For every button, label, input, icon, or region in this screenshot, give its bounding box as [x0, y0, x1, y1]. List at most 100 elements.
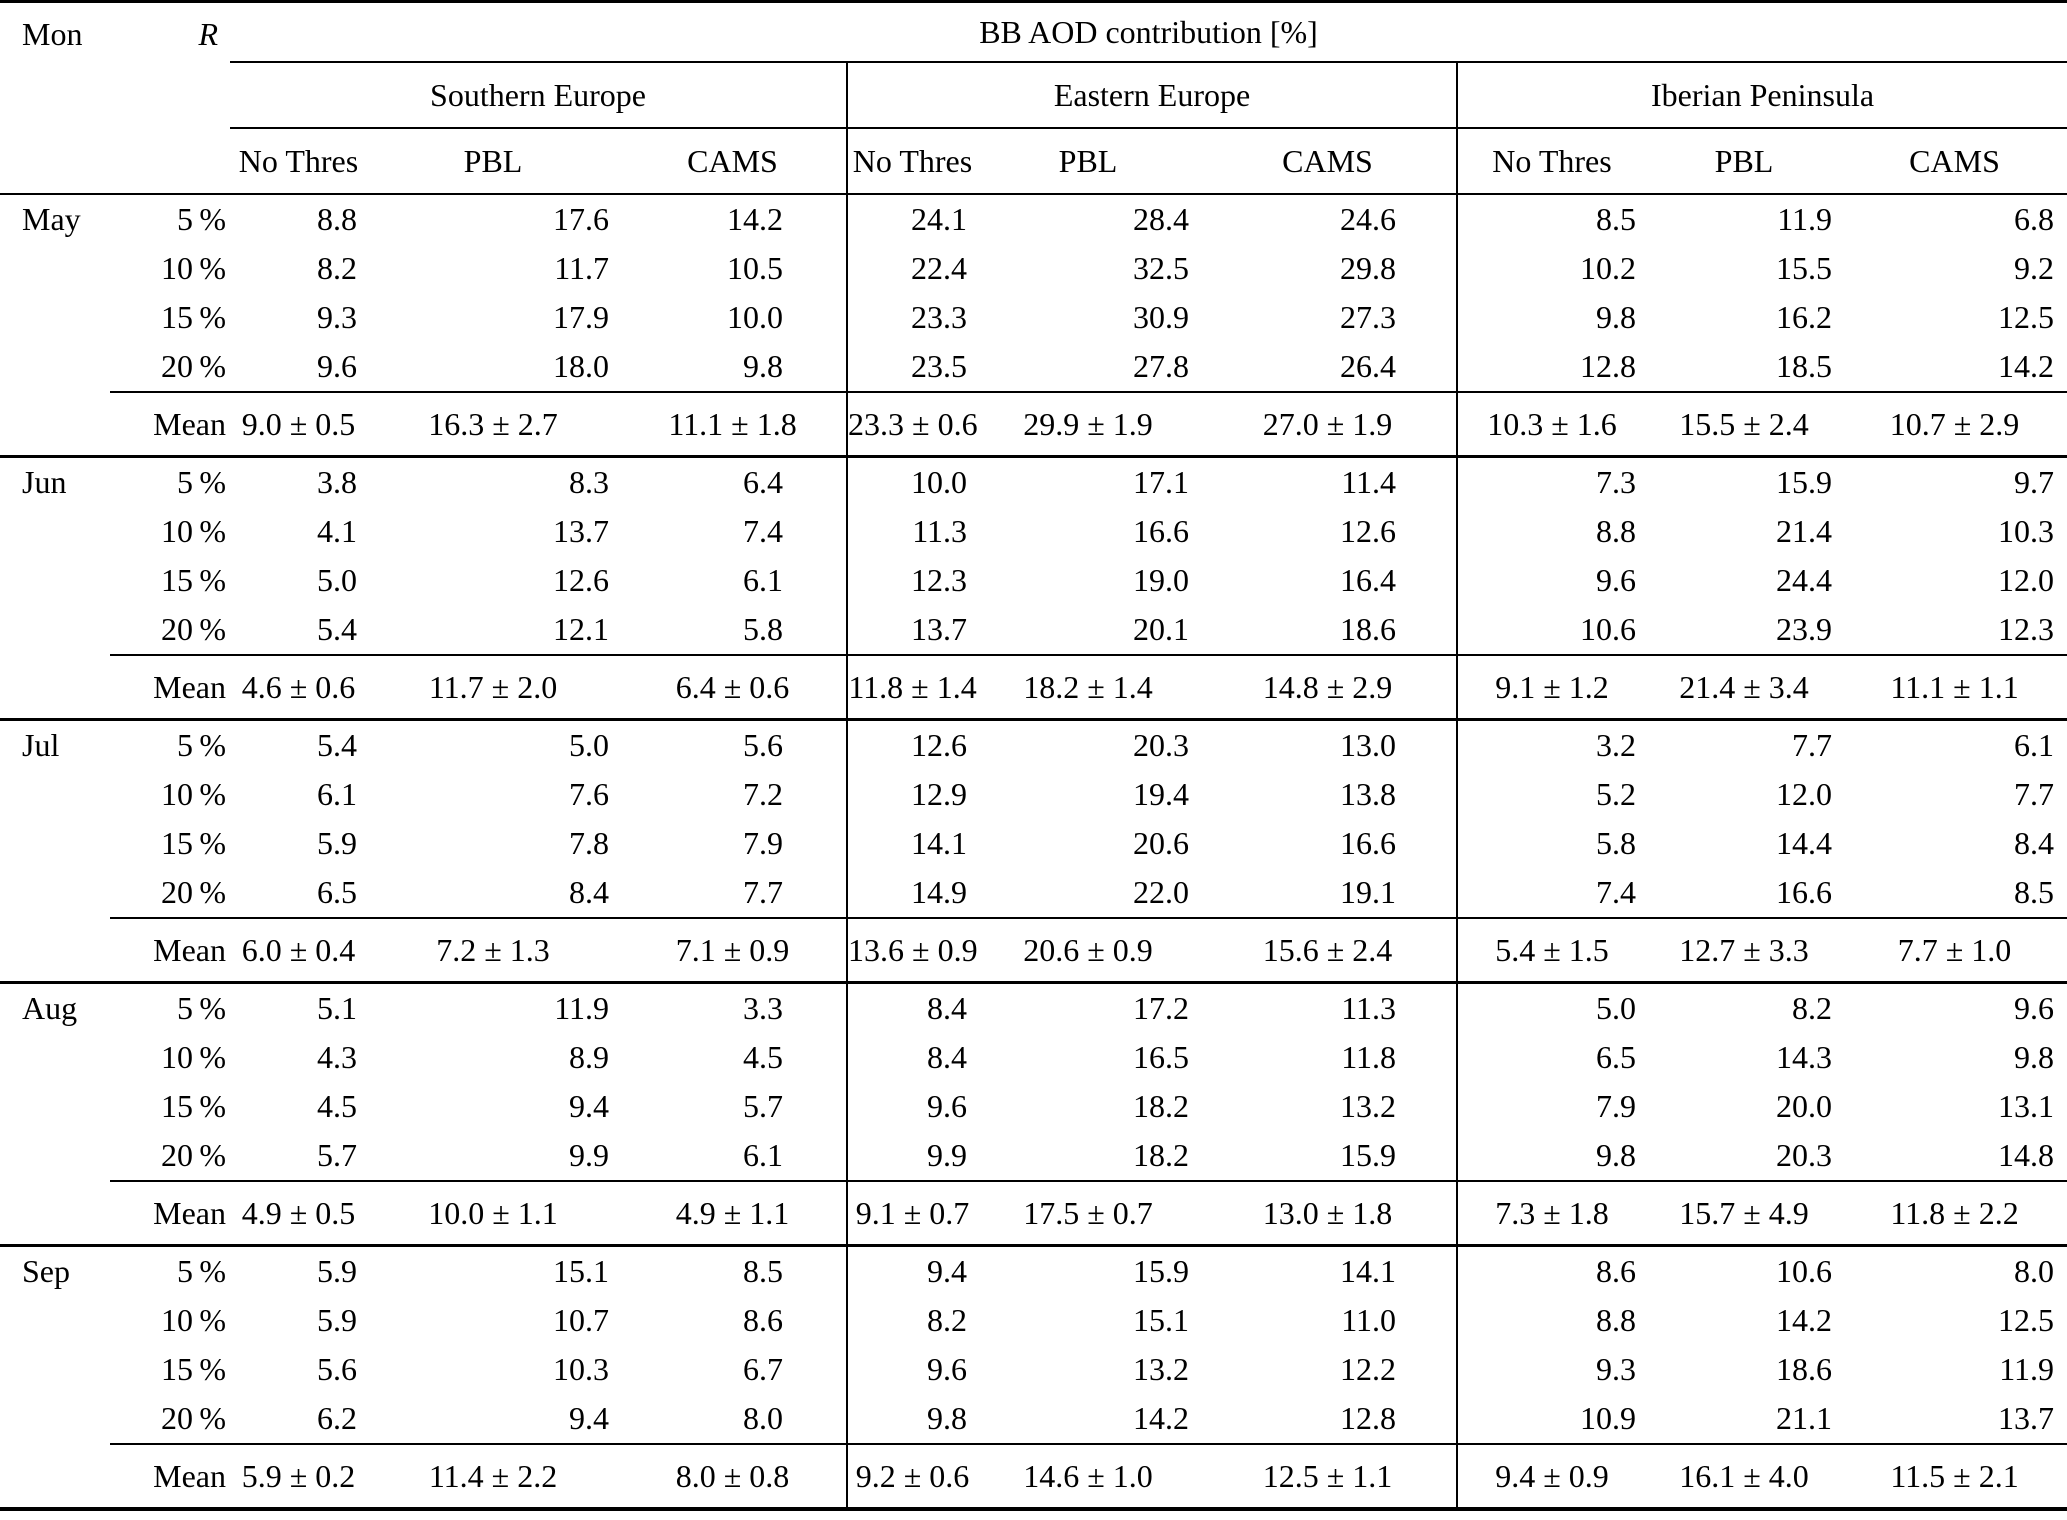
- mean-value-cell: 27.0 ± 1.9: [1199, 391, 1457, 458]
- value-cell: 23.5: [846, 342, 977, 392]
- month-cell: [0, 556, 110, 605]
- value-cell: 10.9: [1456, 1394, 1646, 1444]
- mean-value-cell: 16.3 ± 2.7: [367, 391, 619, 458]
- value-cell: 14.3: [1776, 1039, 1832, 1075]
- value-cell: 20.0: [1776, 1088, 1832, 1124]
- value-cell: 8.4: [846, 1033, 977, 1082]
- value-cell: 24.4: [1776, 562, 1832, 598]
- value-cell: 13.2: [1133, 1351, 1189, 1387]
- value-cell: 23.3: [846, 293, 977, 342]
- table-row: 15 % 5.9 7.8 7.9 14.1 20.6 16.6 5.8 14.4 8.4: [0, 819, 2067, 868]
- mean-row: Mean 6.0 ± 0.4 7.2 ± 1.3 7.1 ± 0.9 13.6 ± 0.…: [0, 917, 2067, 984]
- value-cell: 9.6: [846, 1345, 977, 1394]
- value-cell: 5.4: [317, 727, 357, 763]
- value-cell: 8.2: [317, 250, 357, 286]
- table-row: 20 % 5.4 12.1 5.8 13.7 20.1 18.6 10.6 23.9 12.3: [0, 605, 2067, 655]
- value-cell: 9.9: [569, 1137, 609, 1173]
- value-cell: 7.7: [1792, 727, 1832, 763]
- value-cell: 11.9: [1999, 1351, 2055, 1387]
- mean-row: Mean 9.0 ± 0.5 16.3 ± 2.7 11.1 ± 1.8 23.3 ± …: [0, 391, 2067, 458]
- value-cell: 14.8: [1998, 1137, 2055, 1173]
- value-cell: 21.1: [1776, 1400, 1832, 1436]
- mean-value-cell: 11.5 ± 2.1: [1842, 1443, 2067, 1511]
- table-row: Sep 5 % 5.9 15.1 8.5 9.4 15.9 14.1 8.6 10.6 8.0: [0, 1245, 2067, 1296]
- value-cell: 7.9: [1456, 1082, 1646, 1131]
- r-threshold-cell: 5 %: [176, 464, 226, 500]
- region-header-southern-europe: Southern Europe: [230, 62, 847, 129]
- value-cell: 14.2: [1133, 1400, 1189, 1436]
- mean-value-cell: 4.9 ± 0.5: [230, 1180, 367, 1247]
- value-cell: 5.0: [1456, 982, 1646, 1033]
- value-cell: 13.8: [1340, 776, 1396, 812]
- value-cell: 6.1: [317, 776, 357, 812]
- value-cell: 9.2: [2014, 250, 2055, 286]
- r-threshold-cell: 20 %: [160, 1137, 226, 1173]
- value-cell: 17.2: [1133, 990, 1189, 1026]
- value-cell: 9.8: [1456, 293, 1646, 342]
- method-header-cams: CAMS: [619, 128, 847, 195]
- r-threshold-cell: 20 %: [160, 611, 226, 647]
- value-cell: 22.4: [846, 244, 977, 293]
- mean-value-cell: 15.5 ± 2.4: [1646, 391, 1842, 458]
- value-cell: 6.5: [317, 874, 357, 910]
- value-cell: 5.7: [743, 1088, 783, 1124]
- value-cell: 27.3: [1340, 299, 1396, 335]
- value-cell: 13.1: [1998, 1088, 2055, 1124]
- month-cell: [0, 507, 110, 556]
- table-header: Mon R BB AOD contribution [%] Southern E…: [0, 1, 2067, 195]
- value-cell: 3.3: [743, 990, 783, 1026]
- table-row: Jun 5 % 3.8 8.3 6.4 10.0 17.1 11.4 7.3 15.9 9.7: [0, 456, 2067, 507]
- value-cell: 9.8: [2014, 1039, 2055, 1075]
- mean-value-cell: 11.4 ± 2.2: [367, 1443, 619, 1511]
- table-row: 10 % 4.3 8.9 4.5 8.4 16.5 11.8 6.5 14.3 9.8: [0, 1033, 2067, 1082]
- value-cell: 21.4: [1776, 513, 1832, 549]
- method-header-no-thres: No Thres: [846, 128, 977, 195]
- value-cell: 11.9: [554, 990, 609, 1026]
- value-cell: 9.3: [317, 299, 357, 335]
- value-cell: 12.6: [553, 562, 609, 598]
- mean-value-cell: 18.2 ± 1.4: [977, 654, 1199, 721]
- value-cell: 14.1: [1340, 1253, 1396, 1289]
- value-cell: 19.0: [1133, 562, 1189, 598]
- value-cell: 12.3: [1998, 611, 2055, 647]
- value-cell: 10.6: [1456, 605, 1646, 655]
- mean-value-cell: 21.4 ± 3.4: [1646, 654, 1842, 721]
- mean-row: Mean 4.6 ± 0.6 11.7 ± 2.0 6.4 ± 0.6 11.8 ± 1…: [0, 654, 2067, 721]
- value-cell: 19.1: [1340, 874, 1396, 910]
- mean-label: Mean: [110, 1443, 230, 1511]
- value-cell: 9.7: [2014, 464, 2055, 500]
- value-cell: 3.2: [1456, 719, 1646, 770]
- mean-value-cell: 12.5 ± 1.1: [1199, 1443, 1457, 1511]
- value-cell: 18.5: [1776, 348, 1832, 384]
- table-row: 20 % 6.2 9.4 8.0 9.8 14.2 12.8 10.9 21.1 13.7: [0, 1394, 2067, 1444]
- value-cell: 6.1: [2014, 727, 2055, 763]
- header-row-methods: No Thres PBL CAMS No Thres PBL CAMS No T…: [0, 128, 2067, 195]
- mean-value-cell: 9.1 ± 1.2: [1456, 654, 1646, 721]
- mean-value-cell: 4.9 ± 1.1: [619, 1180, 847, 1247]
- value-cell: 9.6: [1456, 556, 1646, 605]
- value-cell: 13.0: [1340, 727, 1396, 763]
- value-cell: 20.3: [1133, 727, 1189, 763]
- header-row-regions: Southern Europe Eastern Europe Iberian P…: [0, 62, 2067, 129]
- month-cell: Aug: [22, 990, 78, 1026]
- value-cell: 5.6: [317, 1351, 357, 1387]
- value-cell: 4.1: [317, 513, 357, 549]
- r-threshold-cell: 15 %: [160, 1088, 226, 1124]
- table-row: May 5 % 8.8 17.6 14.2 24.1 28.4 24.6 8.5 11.9 6.8: [0, 194, 2067, 244]
- value-cell: 7.2: [743, 776, 783, 812]
- value-cell: 5.9: [317, 825, 357, 861]
- value-cell: 32.5: [1133, 250, 1189, 286]
- mean-value-cell: 7.2 ± 1.3: [367, 917, 619, 984]
- mean-value-cell: 4.6 ± 0.6: [230, 654, 367, 721]
- value-cell: 16.6: [1776, 874, 1832, 910]
- value-cell: 7.6: [569, 776, 609, 812]
- value-cell: 15.9: [1133, 1253, 1189, 1289]
- month-cell: [0, 819, 110, 868]
- month-cell: [0, 605, 110, 655]
- method-header-no-thres: No Thres: [1456, 128, 1646, 195]
- method-header-cams: CAMS: [1842, 128, 2067, 195]
- value-cell: 10.6: [1776, 1253, 1832, 1289]
- value-cell: 14.2: [1998, 348, 2055, 384]
- region-header-iberian-peninsula: Iberian Peninsula: [1455, 62, 2067, 129]
- mean-value-cell: 29.9 ± 1.9: [977, 391, 1199, 458]
